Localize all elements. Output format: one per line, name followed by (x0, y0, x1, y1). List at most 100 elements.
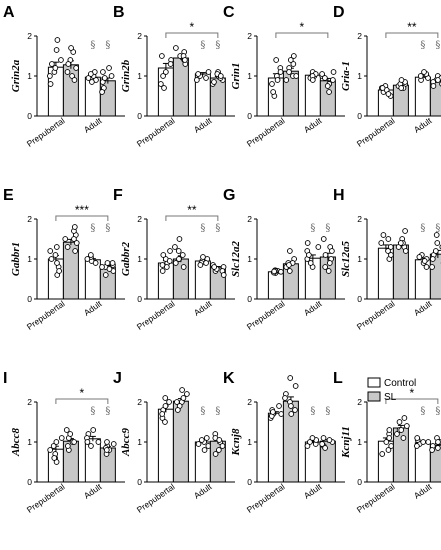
data-point (203, 435, 210, 441)
data-point (320, 236, 327, 242)
y-tick-label: 0 (247, 111, 252, 121)
panel-letter: F (113, 187, 123, 204)
data-point (106, 266, 113, 272)
legend-label: SL (384, 392, 397, 403)
section-mark: § (310, 406, 315, 417)
data-point (108, 73, 115, 79)
data-point (288, 403, 294, 409)
y-tick-label: 0 (27, 111, 32, 121)
data-point (385, 91, 392, 97)
data-point (287, 57, 294, 63)
y-tick-label: 1 (137, 437, 142, 447)
data-point (304, 240, 311, 246)
x-category-label: Adult (192, 298, 214, 318)
data-point (194, 77, 200, 83)
x-category-label: Adult (302, 481, 324, 501)
y-tick-label: 0 (27, 294, 32, 304)
section-mark: § (215, 223, 220, 234)
data-point (216, 447, 222, 453)
data-point (179, 387, 185, 393)
data-point (283, 77, 290, 83)
data-point (89, 79, 95, 85)
section-mark: § (105, 40, 110, 51)
data-point (380, 232, 387, 238)
data-point (200, 254, 206, 260)
data-point (53, 47, 60, 53)
data-point (329, 248, 335, 254)
panel-letter: G (223, 187, 235, 204)
data-point (92, 260, 99, 266)
data-point (56, 268, 62, 274)
data-point (270, 409, 276, 415)
y-tick-label: 2 (27, 214, 32, 224)
data-point (162, 395, 169, 401)
y-tick-label: 2 (247, 397, 252, 407)
data-point (429, 447, 435, 453)
significance-label: *** (75, 203, 89, 217)
section-mark: § (325, 406, 330, 417)
y-tick-label: 0 (357, 111, 362, 121)
data-point (322, 252, 329, 258)
y-axis-label: Slc12a5 (340, 240, 352, 277)
data-point (220, 272, 227, 278)
data-point (176, 256, 182, 262)
data-point (421, 258, 428, 264)
data-point (378, 240, 385, 246)
data-point (109, 260, 116, 266)
y-tick-label: 1 (27, 71, 32, 81)
data-point (292, 383, 299, 389)
data-point (84, 256, 91, 262)
data-point (417, 73, 424, 79)
data-point (309, 435, 316, 441)
data-point (95, 439, 102, 445)
y-axis-label: Abcc9 (120, 427, 132, 457)
panel-letter: I (3, 370, 7, 387)
data-point (401, 415, 408, 421)
data-point (71, 439, 77, 445)
data-point (330, 69, 337, 75)
significance-label: * (410, 386, 415, 400)
bar-control (267, 271, 284, 300)
y-tick-label: 0 (137, 294, 142, 304)
data-point (99, 89, 105, 95)
y-tick-label: 0 (27, 477, 32, 487)
data-point (433, 232, 440, 238)
data-point (195, 441, 202, 447)
data-point (54, 260, 60, 266)
y-tick-label: 0 (137, 111, 142, 121)
section-mark: § (90, 406, 95, 417)
y-tick-label: 0 (357, 477, 362, 487)
data-point (47, 248, 54, 254)
data-point (67, 431, 74, 437)
data-point (166, 258, 173, 264)
data-point (88, 252, 94, 258)
data-point (306, 252, 312, 258)
data-point (385, 236, 392, 242)
data-point (286, 268, 293, 274)
data-point (288, 411, 295, 417)
legend-label: Control (384, 378, 416, 389)
data-point (47, 73, 53, 79)
data-point (63, 427, 70, 433)
data-point (73, 240, 80, 246)
data-point (278, 268, 284, 275)
data-point (388, 443, 395, 449)
data-point (276, 403, 282, 409)
y-tick-label: 1 (357, 254, 362, 264)
y-tick-label: 2 (137, 214, 142, 224)
data-point (197, 262, 204, 268)
significance-label: * (300, 20, 305, 34)
data-point (72, 248, 78, 254)
panel-letter: C (223, 4, 235, 21)
x-category-label: Adult (412, 481, 434, 501)
y-tick-label: 1 (27, 437, 32, 447)
data-point (203, 75, 209, 81)
data-point (182, 57, 188, 63)
section-mark: § (420, 223, 425, 234)
data-point (287, 248, 293, 254)
data-point (398, 77, 405, 83)
data-point (388, 252, 394, 258)
bar-control (414, 76, 431, 117)
